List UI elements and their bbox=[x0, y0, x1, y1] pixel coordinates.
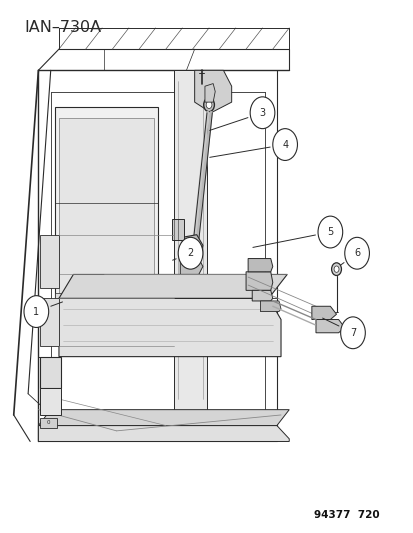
Text: 94377  720: 94377 720 bbox=[313, 510, 379, 520]
Circle shape bbox=[187, 242, 195, 252]
Polygon shape bbox=[180, 259, 202, 274]
Polygon shape bbox=[252, 290, 272, 301]
Polygon shape bbox=[204, 84, 215, 102]
Text: 0: 0 bbox=[47, 421, 50, 425]
Polygon shape bbox=[59, 274, 287, 298]
Circle shape bbox=[331, 263, 341, 276]
Text: IAN–730A: IAN–730A bbox=[24, 20, 101, 35]
Polygon shape bbox=[40, 298, 59, 346]
Polygon shape bbox=[311, 306, 336, 319]
Polygon shape bbox=[174, 70, 206, 415]
Polygon shape bbox=[315, 319, 344, 333]
Circle shape bbox=[24, 296, 49, 327]
Text: 5: 5 bbox=[326, 227, 333, 237]
Text: 3: 3 bbox=[259, 108, 265, 118]
Text: 6: 6 bbox=[353, 248, 359, 259]
Circle shape bbox=[333, 266, 338, 272]
Polygon shape bbox=[194, 70, 231, 113]
Circle shape bbox=[206, 101, 211, 109]
Text: 2: 2 bbox=[187, 248, 193, 259]
Polygon shape bbox=[40, 418, 57, 428]
Polygon shape bbox=[59, 298, 280, 357]
Circle shape bbox=[317, 216, 342, 248]
Text: 1: 1 bbox=[33, 306, 39, 317]
Polygon shape bbox=[40, 389, 61, 415]
Text: 4: 4 bbox=[281, 140, 287, 150]
Polygon shape bbox=[40, 235, 59, 288]
Polygon shape bbox=[245, 272, 272, 290]
Polygon shape bbox=[55, 108, 157, 319]
Polygon shape bbox=[260, 301, 280, 312]
Circle shape bbox=[203, 98, 214, 112]
Polygon shape bbox=[55, 293, 71, 319]
Polygon shape bbox=[38, 410, 289, 425]
Polygon shape bbox=[40, 357, 61, 389]
Circle shape bbox=[272, 128, 297, 160]
Circle shape bbox=[344, 237, 368, 269]
Polygon shape bbox=[172, 219, 184, 240]
Circle shape bbox=[249, 97, 274, 128]
Text: 7: 7 bbox=[349, 328, 355, 338]
Circle shape bbox=[340, 317, 364, 349]
Polygon shape bbox=[38, 425, 289, 441]
Polygon shape bbox=[247, 259, 272, 272]
Polygon shape bbox=[182, 235, 202, 256]
Circle shape bbox=[178, 237, 202, 269]
Polygon shape bbox=[59, 118, 153, 309]
